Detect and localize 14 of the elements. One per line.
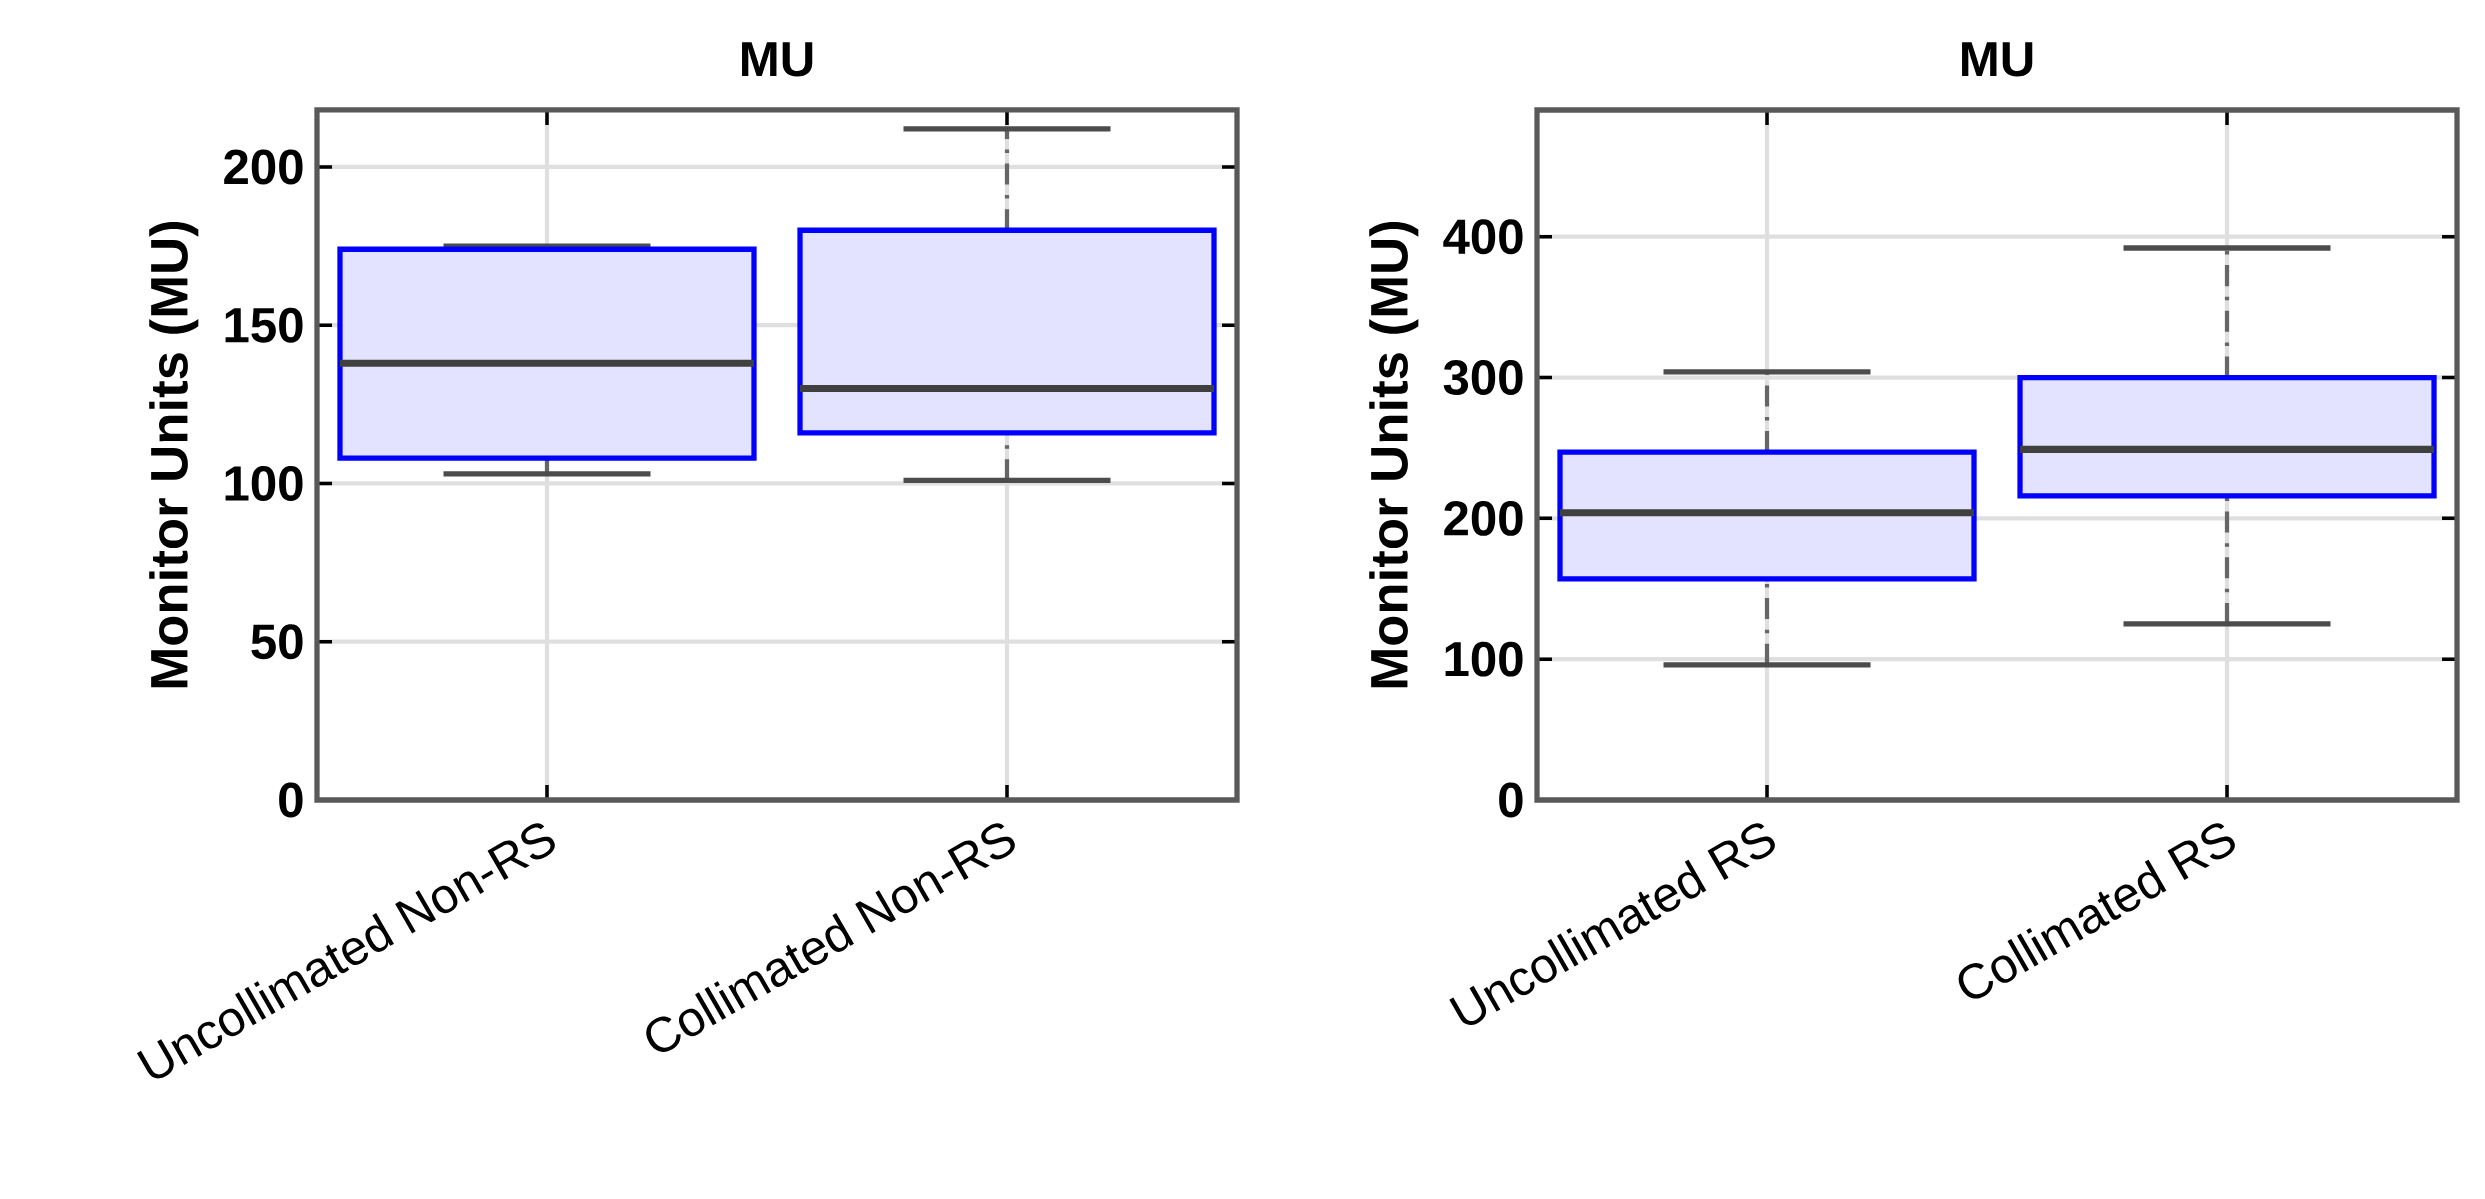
y-tick-label: 0 [279,782,303,818]
y-axis-title: Monitor Units (MU) [149,221,199,688]
y-tick-label: 0 [1499,782,1523,818]
chart-title: MU [742,42,813,77]
y-tick-label: 100 [225,466,303,501]
y-tick-label: 200 [224,149,303,185]
y-tick-label: 300 [1443,360,1523,395]
y-tick-label: 100 [1445,641,1523,677]
y-axis-title: Monitor Units (MU) [1369,221,1419,688]
chart-title: MU [1962,42,2033,77]
y-tick-label: 200 [1444,500,1523,536]
y-tick-label: 400 [1443,219,1523,255]
y-tick-label: 150 [225,307,303,343]
y-tick-label: 50 [251,624,303,660]
